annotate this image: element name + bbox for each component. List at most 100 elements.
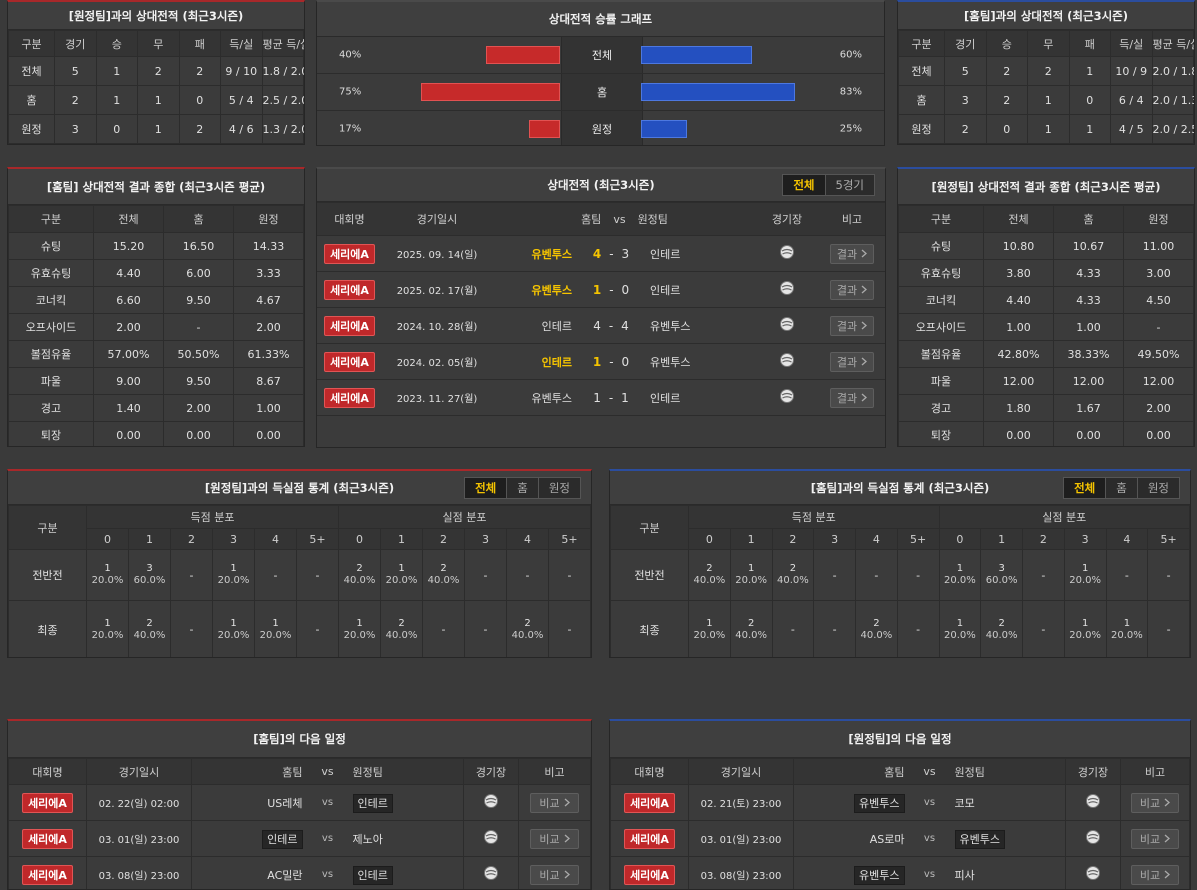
button-label: 비교 (539, 868, 560, 882)
table-cell: 슈팅 (898, 232, 984, 260)
table-cell: 49.50% (1123, 340, 1194, 368)
goal-count: 2 (146, 617, 153, 629)
header-row: 대회명 경기일시 홈팀 vs 원정팀 경기장 비고 (317, 202, 885, 236)
compare-button[interactable]: 비교 (1130, 864, 1180, 885)
table-cell: 15.20 (93, 232, 164, 260)
table-cell: 2 (985, 85, 1028, 115)
panel: [원정팀] 상대전적 결과 종합 (최근3시즌 평균) 구분 전체 홈 원정 슈팅 10.8… (897, 167, 1195, 447)
match-row: 세리에A 2025. 09. 14(일) 유벤투스 4-3 인테르 결과 (317, 235, 885, 272)
teams: 유벤투스 vs 피사 (794, 865, 1065, 885)
bucket-header: 4 (1105, 528, 1149, 550)
column-header: 홈 (1053, 205, 1124, 233)
compare-button[interactable]: 비교 (530, 864, 579, 885)
goal-count: 2 (789, 563, 797, 574)
result-button[interactable]: 결과 (829, 279, 875, 300)
stadium-cell (463, 856, 519, 889)
left-track (375, 37, 560, 73)
result-button[interactable]: 결과 (829, 315, 875, 336)
goal-cell: 2 40.0% (422, 549, 465, 601)
empty-mark: - (483, 623, 488, 636)
teams: 홈팀 vs 원정팀 (192, 764, 463, 780)
home-team: AC밀란 (267, 868, 303, 882)
tab[interactable]: 5경기 (824, 175, 874, 195)
result-button[interactable]: 결과 (829, 387, 875, 408)
panel: 상대전적 (최근3시즌) 전체 5경기 대회명 경기일시 홈팀 vs 원정팀 경기장 비고 세리에A… (316, 167, 886, 448)
goal-cell: 1 20.0% (1063, 549, 1107, 601)
vs: vs (923, 869, 936, 880)
table-cell: 9.50 (163, 367, 234, 395)
home-team: 인테르 (262, 829, 303, 849)
button-cell: 결과 (817, 271, 885, 308)
home-team: US레체 (267, 796, 303, 810)
compare-button[interactable]: 비교 (530, 792, 579, 813)
empty-mark: - (567, 623, 572, 636)
league-cell: 세리에A (610, 856, 689, 889)
home-team: 유벤투스 (531, 283, 572, 297)
tab[interactable]: 전체 (465, 477, 507, 498)
stadium-icon (780, 317, 794, 331)
compare-button[interactable]: 비교 (1130, 792, 1180, 813)
table-cell: 6.60 (93, 286, 164, 314)
goal-cell: 2 40.0% (128, 600, 171, 657)
goal-cell: - (1022, 600, 1065, 657)
panel-title: 상대전적 승률 그래프 (548, 12, 653, 26)
home-score: 1 (592, 354, 602, 369)
empty-mark: - (483, 568, 488, 582)
group-header: 실점 분포 (338, 505, 591, 529)
tab[interactable]: 홈 (1105, 477, 1137, 498)
goal-percent: 60.0% (985, 575, 1018, 586)
tab[interactable]: 전체 (1064, 477, 1106, 498)
button-cell: 비교 (1120, 784, 1190, 821)
away-team: 인테르 (352, 793, 393, 813)
graph-row: 40% 전체 60% (317, 37, 884, 74)
away-score: 0 (621, 354, 630, 369)
bucket-header: 0 (938, 528, 982, 550)
right-percent: 60% (839, 49, 862, 61)
home-team: 인테르 (541, 319, 572, 333)
league-badge: 세리에A (22, 828, 73, 849)
teams-cell: 유벤투스 1-0 인테르 (492, 271, 757, 308)
result-button[interactable]: 결과 (829, 351, 875, 372)
button-label: 비교 (1139, 868, 1161, 882)
league-badge: 세리에A (22, 864, 73, 885)
bucket-header: 5+ (896, 528, 940, 550)
table-row: 볼점유율 42.80% 38.33% 49.50% (898, 340, 1194, 368)
tab[interactable]: 원정 (1136, 477, 1179, 498)
result-button[interactable]: 결과 (829, 243, 875, 264)
tab[interactable]: 홈 (506, 477, 538, 498)
table-cell: 파울 (8, 367, 94, 395)
goal-cell: - (1147, 600, 1190, 657)
goal-cell: - (813, 600, 856, 657)
league-badge: 세리에A (324, 279, 375, 300)
stadium-icon (484, 794, 498, 808)
away-wrap: 코모 (955, 795, 1066, 811)
goal-cell: - (422, 600, 465, 657)
goal-cell: 2 40.0% (506, 600, 549, 657)
schedule-table: 대회명 경기일시 홈팀 vs 원정팀 경기장 비고 세리에A 02. 21(토) 23:00 유벤… (610, 758, 1190, 889)
score-separator: - (609, 354, 614, 369)
bucket-header: 5+ (1147, 528, 1190, 550)
table-row: 전체 5 1 2 2 9 / 10 1.8 / 2.0 (8, 56, 304, 86)
compare-button[interactable]: 비교 (530, 828, 579, 849)
tab[interactable]: 전체 (783, 175, 825, 195)
goal-percent: 40.0% (860, 629, 893, 641)
empty-mark: - (916, 568, 921, 582)
match-row: 세리에A 2024. 02. 05(월) 인테르 1-0 유벤투스 결과 (317, 343, 885, 380)
away-wrap: 제노아 (353, 831, 464, 847)
column-header: 패 (1068, 30, 1111, 57)
column-header: 무 (1027, 30, 1070, 57)
home-team: 유벤투스 (854, 865, 905, 885)
bucket-header: 3 (1063, 528, 1107, 550)
column-header: 홈팀 (581, 213, 602, 226)
right-bar (641, 83, 795, 101)
group-header: 실점 분포 (938, 505, 1190, 529)
tab[interactable]: 원정 (537, 477, 580, 498)
table-cell: 6.00 (163, 259, 234, 287)
empty-mark: - (832, 568, 837, 582)
home-team: 유벤투스 (531, 391, 572, 405)
compare-button[interactable]: 비교 (1130, 828, 1180, 849)
stadium-cell (757, 379, 817, 416)
table-cell: 1.80 (983, 394, 1054, 422)
table-cell: 1 (1027, 114, 1070, 144)
